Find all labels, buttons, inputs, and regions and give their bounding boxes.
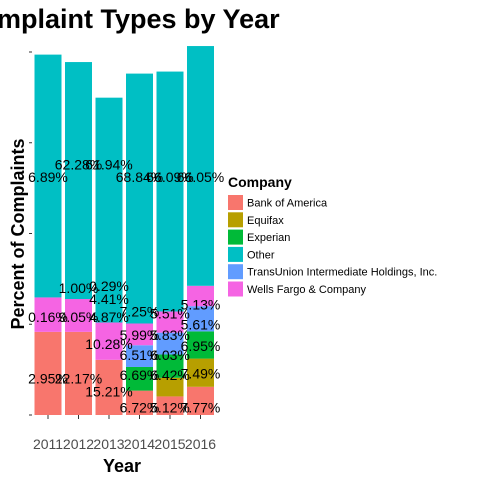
data-label: 1.00% xyxy=(59,280,99,296)
x-tick-label: 2013 xyxy=(93,436,124,452)
legend-label: Equifax xyxy=(247,215,284,227)
legend-swatch xyxy=(228,281,243,297)
data-label: 22.17% xyxy=(55,371,102,387)
x-tick-label: 2016 xyxy=(185,436,216,452)
bar-segment-2013-other xyxy=(95,97,123,323)
legend-swatch xyxy=(228,229,243,245)
bar-segment-2013-bank-of-america xyxy=(95,359,123,415)
data-label: 68.84% xyxy=(116,169,163,185)
legend-swatch xyxy=(228,264,243,280)
data-label: 5.13% xyxy=(181,296,221,312)
bars-layer xyxy=(34,46,214,415)
legend-swatch xyxy=(228,195,243,210)
legend-swatch xyxy=(228,212,243,228)
bar-segment-2011-bank-of-america xyxy=(34,331,62,415)
bar-segment-2012-other xyxy=(65,62,92,300)
data-label: 61.94% xyxy=(85,157,132,173)
legend-label: Other xyxy=(247,249,275,261)
data-label: 4.87% xyxy=(89,309,129,325)
x-axis-title: Year xyxy=(103,456,141,476)
bar-segment-2016-bank-of-america xyxy=(187,386,214,415)
bar-segment-2014-bank-of-america xyxy=(126,390,153,415)
bar-segment-2012-bank-of-america xyxy=(65,331,92,415)
bar-segment-2016-wells-fargo-company xyxy=(187,285,214,307)
data-label: 4.41% xyxy=(89,291,129,307)
bar-segment-2015-equifax xyxy=(156,377,184,397)
data-label: 5.51% xyxy=(150,305,190,321)
bar-segment-2014-wells-fargo-company xyxy=(126,323,153,346)
x-tick-label: 2014 xyxy=(124,436,155,452)
bar-segment-2011-wells-fargo-company xyxy=(34,297,62,332)
bar-segment-2015-wells-fargo-company xyxy=(156,311,184,333)
bar-segment-2014-transunion-intermediate-holdings-inc xyxy=(126,345,153,367)
data-label: 6.42% xyxy=(150,367,190,383)
bar-segment-2014-other xyxy=(126,73,153,324)
bar-segment-2016-transunion-intermediate-holdings-inc xyxy=(187,306,214,332)
legend-label: Wells Fargo & Company xyxy=(247,284,367,296)
data-label: 6.95% xyxy=(181,338,221,354)
data-label: 7.77% xyxy=(181,400,221,416)
bar-segment-2011-other xyxy=(34,54,62,298)
data-label: 6.03% xyxy=(150,347,190,363)
data-label: 7.25% xyxy=(120,304,160,320)
data-label: 6.89% xyxy=(28,169,68,185)
legend: Company Bank of America Equifax Experian Oth… xyxy=(228,174,437,297)
data-label: 6.69% xyxy=(120,367,160,383)
x-tick-label: 2015 xyxy=(154,436,185,452)
bar-segment-2016-equifax xyxy=(187,358,214,387)
legend-label: TransUnion Intermediate Holdings, Inc. xyxy=(247,267,437,279)
data-label: 66.05% xyxy=(177,169,224,185)
bar-segment-2015-transunion-intermediate-holdings-inc xyxy=(156,332,184,355)
data-label: 5.12% xyxy=(150,400,190,416)
bar-segment-2016-other xyxy=(187,46,214,286)
data-labels-layer: 2.95% 0.16% 6.89% 22.17% 9.05% 1.00% 62.28% 15.… xyxy=(28,157,224,416)
data-label: 15.21% xyxy=(85,383,132,399)
ticks-layer: 2011 2012 2013 2014 2015 2016 xyxy=(29,51,216,452)
y-axis-title: Percent of Complaints xyxy=(8,138,28,329)
data-label: 7.49% xyxy=(181,365,221,381)
data-label: 62.28% xyxy=(55,157,102,173)
data-label: 6.51% xyxy=(120,347,160,363)
legend-title: Company xyxy=(228,174,292,190)
x-tick-label: 2012 xyxy=(63,436,94,452)
bar-segment-2015-bank-of-america xyxy=(156,396,184,415)
bar-segment-2012-wells-fargo-company xyxy=(65,299,92,332)
legend-label: Experian xyxy=(247,232,290,244)
legend-swatch xyxy=(228,246,243,262)
data-label: 9.05% xyxy=(59,309,99,325)
legend-label: Bank of America xyxy=(247,198,328,210)
data-label: 5.83% xyxy=(150,327,190,343)
data-label: 5.61% xyxy=(181,316,221,332)
data-label: 66.09% xyxy=(146,169,193,185)
data-label: 5.99% xyxy=(120,327,160,343)
bar-segment-2015-experian xyxy=(156,354,184,378)
data-label: 10.28% xyxy=(85,336,132,352)
chart-title: mplaint Types by Year xyxy=(0,4,280,34)
x-tick-label: 2011 xyxy=(33,436,63,452)
bar-segment-2015-other xyxy=(156,71,184,312)
bar-segment-2013-wells-fargo-company xyxy=(95,322,123,360)
data-label: 0.16% xyxy=(28,309,68,325)
bar-segment-2014-experian xyxy=(126,366,153,391)
data-label: 0.29% xyxy=(89,278,129,294)
data-label: 2.95% xyxy=(28,371,68,387)
bar-segment-2016-experian xyxy=(187,331,214,359)
data-label: 6.72% xyxy=(120,400,160,416)
